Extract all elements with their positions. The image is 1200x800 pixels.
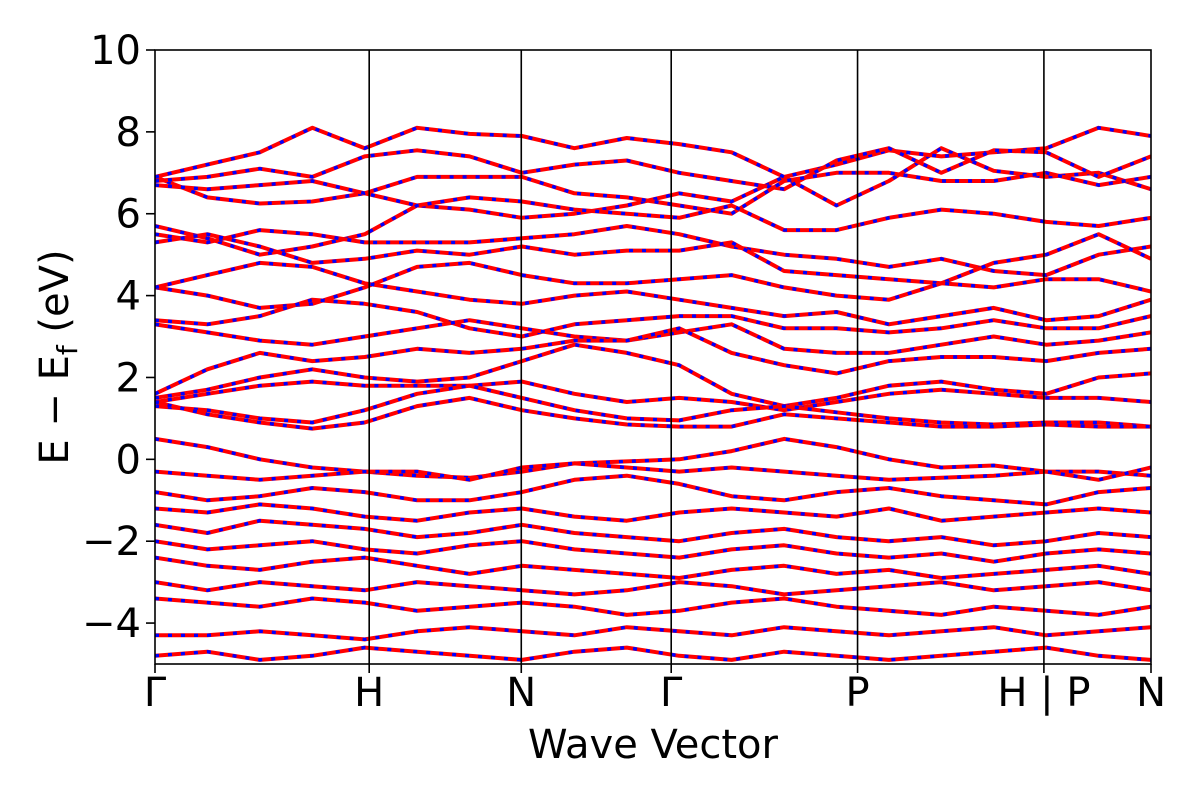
y-tick-label-7: 10 (90, 28, 141, 74)
y-axis-label-subscript: f (51, 344, 84, 355)
band-line-overlay-8 (155, 261, 1151, 327)
band-line-overlay-9 (155, 297, 1151, 339)
y-tick-label-3: 2 (116, 355, 141, 401)
y-tick-label-6: 8 (116, 110, 141, 156)
y-tick-label-0: −4 (82, 601, 141, 647)
band-line-overlay-12 (155, 342, 1151, 408)
band-line-overlay-21 (155, 539, 1151, 564)
x-tick-label-5: H | P (997, 670, 1090, 716)
y-tick-label-4: 4 (116, 274, 141, 320)
high-symmetry-lines (368, 50, 1045, 664)
band-line-19 (155, 502, 1151, 523)
band-line-5 (155, 224, 1151, 278)
band-line-overlay-11 (155, 326, 1151, 396)
y-tick-label-1: −2 (82, 519, 141, 565)
band-line-overlay-3 (155, 171, 1151, 216)
band-line-25 (155, 625, 1151, 642)
band-line-3 (155, 170, 1151, 216)
x-tick-label-3: Γ (660, 670, 683, 716)
x-tick-label-6: N (1136, 670, 1166, 716)
band-line-23 (155, 580, 1151, 597)
band-lines (155, 125, 1151, 662)
band-line-26 (155, 645, 1151, 662)
band-line-overlay-17 (155, 461, 1151, 482)
band-line-18 (155, 473, 1151, 507)
band-line-20 (155, 518, 1151, 548)
band-line-overlay-26 (155, 645, 1151, 662)
band-line-4 (155, 195, 1151, 257)
band-line-15 (155, 395, 1151, 431)
band-line-overlay-0 (155, 146, 1151, 220)
band-line-overlay-25 (155, 625, 1151, 642)
band-line-overlay-6 (155, 232, 1151, 286)
band-line-16 (155, 436, 1151, 480)
x-tick-label-2: N (506, 670, 536, 716)
y-axis-label-main: E − E (32, 355, 78, 465)
band-line-13 (155, 379, 1151, 413)
plot-frame (154, 49, 1152, 665)
y-tick-label-5: 6 (116, 192, 141, 238)
x-tick-label-0: Γ (144, 670, 167, 716)
band-line-overlay-23 (155, 580, 1151, 597)
band-line-overlay-7 (155, 261, 1151, 310)
x-tick-label-1: H (354, 670, 384, 716)
y-axis-label-unit: (eV) (32, 249, 78, 345)
y-axis-ticks: −4 −2 0 2 4 6 8 10 (82, 28, 155, 647)
band-line-22 (155, 555, 1151, 580)
band-line-24 (155, 596, 1151, 617)
band-line-14 (155, 383, 1151, 429)
y-axis-label: E − Ef (eV) (32, 249, 84, 464)
x-axis-label: Wave Vector (528, 722, 779, 768)
band-line-overlay-2 (155, 146, 1151, 191)
x-tick-label-4: P (845, 670, 869, 716)
y-tick-label-2: 0 (116, 437, 141, 483)
band-line-overlay-4 (155, 195, 1151, 257)
band-line-12 (155, 342, 1151, 409)
x-axis-ticks: Γ H N Γ P H | P N (144, 664, 1166, 716)
band-line-6 (155, 232, 1151, 286)
band-line-overlay-24 (155, 596, 1151, 617)
